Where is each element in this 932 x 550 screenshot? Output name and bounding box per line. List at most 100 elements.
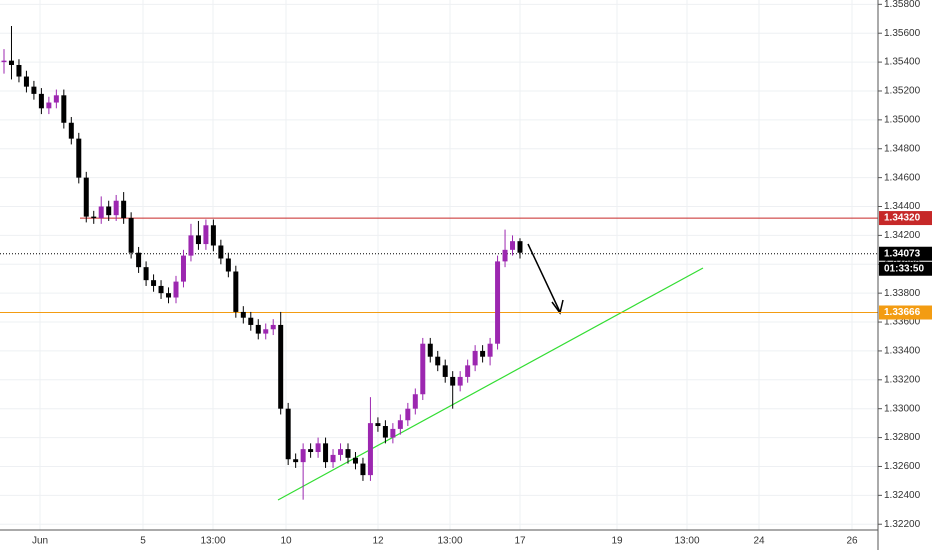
x-tick-label: 26	[846, 536, 858, 547]
candle-body	[76, 138, 82, 178]
candle-body	[188, 235, 194, 256]
candle-body	[16, 64, 22, 77]
candle-body	[367, 423, 373, 476]
y-tick-label: 1.35600	[884, 28, 921, 39]
candle-body	[420, 343, 426, 395]
candle-body	[1, 60, 7, 63]
x-tick-label: Jun	[32, 536, 48, 547]
candle-body	[203, 225, 209, 245]
candle-body	[195, 235, 201, 245]
y-tick-label: 1.32200	[884, 519, 921, 530]
price-label-box	[879, 246, 932, 261]
candle-body	[263, 329, 269, 334]
candle-body	[98, 206, 104, 219]
candle-body	[345, 449, 351, 458]
x-tick-label: 17	[514, 536, 526, 547]
candle-body	[173, 281, 179, 298]
candle-body	[8, 60, 14, 65]
candle-body	[472, 350, 478, 366]
x-tick-label: 13:00	[200, 536, 225, 547]
candle-body	[308, 449, 314, 453]
countdown: 01:33:50	[884, 263, 924, 274]
candle-body	[248, 317, 254, 325]
candle-body	[390, 428, 396, 438]
candle-body	[23, 76, 29, 87]
candle-body	[158, 285, 164, 294]
candle-body	[375, 423, 381, 427]
x-tick-label: 10	[280, 536, 292, 547]
candle-body	[360, 463, 366, 476]
candle-body	[121, 200, 127, 219]
candle-body	[412, 394, 418, 409]
candle-body	[225, 258, 231, 272]
candle-body	[255, 324, 261, 334]
candle-body	[517, 241, 523, 253]
candle-body	[450, 376, 456, 386]
candle-body	[495, 261, 501, 344]
candle-body	[166, 293, 172, 298]
candle-body	[352, 457, 358, 464]
x-tick-label: 19	[611, 536, 623, 547]
y-tick-label: 1.34600	[884, 172, 921, 183]
candle-body	[180, 255, 186, 282]
candle-body	[293, 459, 299, 463]
y-tick-label: 1.35800	[884, 0, 921, 10]
x-tick-label: 13:00	[674, 536, 699, 547]
candle-body	[53, 95, 59, 103]
candle-body	[457, 376, 463, 386]
candle-body	[405, 408, 411, 421]
candle-body	[300, 449, 306, 463]
y-tick-label: 1.34800	[884, 143, 921, 154]
y-tick-label: 1.35000	[884, 115, 921, 126]
y-tick-label: 1.33400	[884, 346, 921, 357]
y-tick-label: 1.33600	[884, 317, 921, 328]
y-tick-label: 1.32800	[884, 432, 921, 443]
candle-body	[68, 122, 74, 139]
y-tick-label: 1.32600	[884, 461, 921, 472]
candle-body	[427, 343, 433, 357]
candle-body	[128, 218, 134, 253]
candle-body	[61, 95, 67, 123]
y-tick-label: 1.34200	[884, 230, 921, 241]
candle-body	[210, 225, 216, 246]
candle-body	[278, 324, 284, 409]
candle-body	[143, 267, 149, 281]
candle-body	[151, 280, 157, 286]
candle-body	[233, 271, 239, 312]
x-tick-label: 24	[753, 536, 765, 547]
candle-body	[397, 420, 403, 429]
y-tick-label: 1.33000	[884, 403, 921, 414]
x-tick-label: 13:00	[437, 536, 462, 547]
candle-body	[480, 350, 486, 357]
candle-body	[330, 454, 336, 463]
candle-body	[106, 206, 112, 216]
candle-body	[46, 102, 52, 109]
candle-body	[338, 449, 344, 455]
y-tick-label: 1.34400	[884, 201, 921, 212]
candle-body	[315, 443, 321, 453]
price-label-box	[879, 211, 932, 226]
candle-body	[83, 177, 89, 217]
price-label: 1.34073	[884, 248, 921, 259]
candle-body	[240, 311, 246, 318]
x-tick-label: 5	[140, 536, 146, 547]
candle-body	[113, 200, 119, 216]
y-tick-label: 1.33200	[884, 374, 921, 385]
candle-body	[38, 93, 44, 109]
candle-body	[270, 324, 276, 330]
candle-body	[91, 216, 97, 219]
y-tick-label: 1.35200	[884, 86, 921, 97]
candle-body	[285, 408, 291, 460]
y-tick-label: 1.35400	[884, 57, 921, 68]
candle-body	[465, 365, 471, 377]
y-tick-label: 1.32400	[884, 490, 921, 501]
candle-body	[487, 343, 493, 357]
price-label-box	[879, 305, 932, 320]
countdown-box	[879, 261, 932, 276]
price-label: 1.33666	[884, 307, 921, 318]
candle-body	[136, 252, 142, 268]
trend-line	[277, 267, 704, 501]
y-tick-label: 1.33800	[884, 288, 921, 299]
x-tick-label: 12	[372, 536, 384, 547]
